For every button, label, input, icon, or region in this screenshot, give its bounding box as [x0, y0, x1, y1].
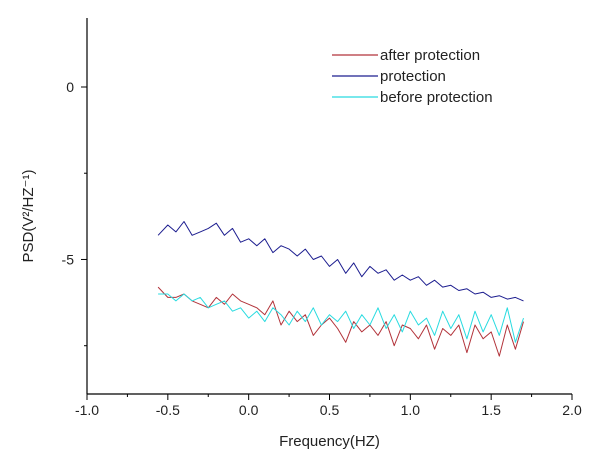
- x-tick-label: 1.5: [481, 402, 501, 418]
- legend-label: before protection: [380, 89, 493, 106]
- legend: after protection protection before protect…: [332, 47, 493, 106]
- y-tick-label: -5: [62, 251, 75, 267]
- x-tick-label: 1.0: [401, 402, 421, 418]
- x-tick-label: 0.0: [239, 402, 259, 418]
- legend-label: protection: [380, 68, 446, 85]
- x-axis-title: Frequency(HZ): [279, 433, 380, 450]
- series-line: [157, 221, 524, 302]
- y-axis-title: PSD(V²/HZ⁻¹): [20, 170, 37, 263]
- series-layer: [157, 221, 524, 357]
- series-line: [157, 286, 524, 357]
- series-line: [158, 293, 524, 343]
- x-tick-label: 2.0: [562, 402, 582, 418]
- x-tick-label: 0.5: [320, 402, 340, 418]
- y-tick-label: 0: [66, 79, 74, 95]
- axes: -1.0 -0.5 0.0 0.5 1.0 1.5 2.0 0 -5: [62, 18, 582, 418]
- legend-label: after protection: [380, 47, 480, 64]
- x-tick-label: -1.0: [75, 402, 99, 418]
- x-tick-label: -0.5: [156, 402, 180, 418]
